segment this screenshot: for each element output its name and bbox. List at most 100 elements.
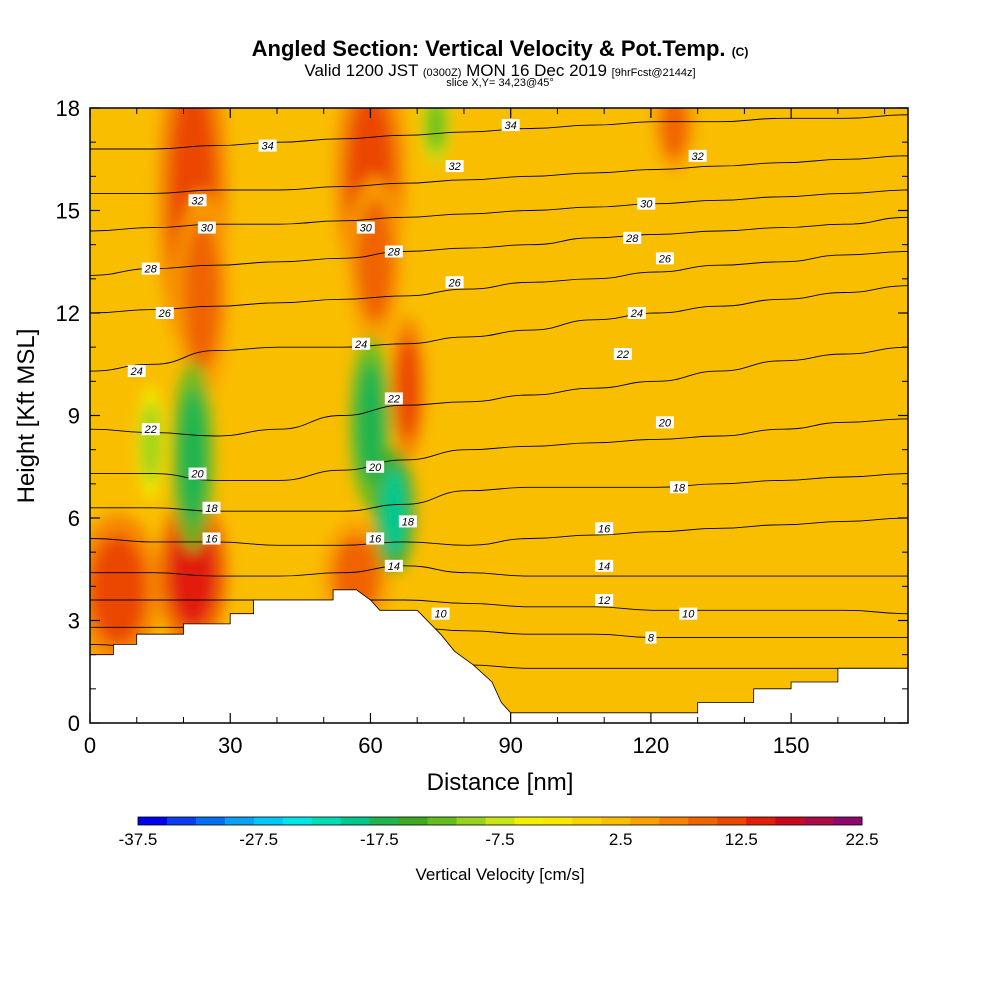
theta-label-bg <box>645 631 657 644</box>
y-axis-title: Height [Kft MSL] <box>13 329 40 504</box>
chart-title-text: Angled Section: Vertical Velocity & Pot.… <box>251 36 726 61</box>
colorbar-swatch <box>630 817 660 825</box>
theta-label: 32 <box>191 195 203 207</box>
y-tick-label: 3 <box>68 609 80 634</box>
theta-label-bg <box>595 522 614 535</box>
y-tick-label: 12 <box>56 301 80 326</box>
colorbar-swatch <box>717 817 747 825</box>
theta-label-bg <box>366 460 385 473</box>
y-tick-label: 15 <box>56 199 80 224</box>
theta-label: 26 <box>158 308 172 320</box>
theta-line-28 <box>90 216 908 276</box>
theta-label: 18 <box>402 516 415 528</box>
colorbar-tick-label: -37.5 <box>119 830 158 849</box>
theta-label: 22 <box>387 393 400 405</box>
colorbar-swatch <box>688 817 718 825</box>
chart-title: Angled Section: Vertical Velocity & Pot.… <box>0 36 1000 62</box>
theta-label-bg <box>595 559 614 572</box>
colorbar-swatch <box>340 817 370 825</box>
axes: 0 30 60 90 120 150 0 3 6 9 12 15 18 <box>56 96 908 758</box>
theta-contour-labels: 34 32 30 28 26 24 22 20 18 16 30 28 24 22 20 18 16 14 10 34… <box>127 119 707 645</box>
theta-label: 10 <box>434 609 447 621</box>
theta-line-22 <box>90 346 908 437</box>
theta-label: 28 <box>144 264 158 276</box>
colorbar-tick-label: 22.5 <box>845 830 878 849</box>
valid-utc: (0300Z) <box>422 67 462 79</box>
colorbar-tick-label: -27.5 <box>239 830 278 849</box>
colorbar-swatch <box>746 817 776 825</box>
theta-label-bg <box>366 532 385 545</box>
theta-label-bg <box>398 515 417 528</box>
theta-label-bg <box>202 532 221 545</box>
colorbar-swatch <box>804 817 834 825</box>
colorbar-swatch <box>311 817 342 825</box>
colorbar-swatch <box>572 817 602 825</box>
theta-label: 16 <box>205 534 218 546</box>
colorbar-swatch <box>456 817 486 825</box>
theta-label-bg <box>623 231 642 244</box>
theta-line-18 <box>90 473 908 512</box>
colorbar-title: Vertical Velocity [cm/s] <box>415 865 584 884</box>
theta-label: 14 <box>598 561 610 573</box>
updraft-core <box>660 108 689 160</box>
colorbar-swatch <box>369 817 399 825</box>
colorbar-tick-label: -17.5 <box>360 830 399 849</box>
theta-label-bg <box>595 594 614 606</box>
theta-line-34 <box>90 114 908 150</box>
theta-label: 14 <box>388 561 400 573</box>
theta-label-bg <box>501 119 520 132</box>
theta-label-bg <box>637 197 656 210</box>
theta-label-bg <box>445 160 464 173</box>
theta-label-bg <box>258 139 277 152</box>
theta-label: 20 <box>190 469 204 481</box>
colorbar: -37.5 -27.5 -17.5 -7.5 2.5 12.5 22.5 <box>119 816 879 849</box>
theta-label-bg <box>127 365 146 378</box>
theta-label: 8 <box>648 633 655 645</box>
theta-label-bg <box>197 221 216 234</box>
y-tick-label: 18 <box>56 96 80 121</box>
theta-label-bg <box>431 607 450 620</box>
theta-label-bg <box>384 245 403 258</box>
colorbar-swatch <box>833 817 863 825</box>
theta-line-24 <box>90 285 908 372</box>
downdraft-core <box>178 388 207 525</box>
colorbar-swatch <box>224 817 255 825</box>
colorbar-swatch <box>195 817 226 825</box>
terrain <box>90 589 908 723</box>
theta-line-14 <box>90 565 908 577</box>
y-tick-label: 6 <box>68 506 80 531</box>
colorbar-frame <box>137 816 863 826</box>
slice-info: slice X,Y= 34,23@45° <box>446 77 554 89</box>
theta-label-bg <box>655 252 674 265</box>
updraft-core <box>183 220 221 372</box>
theta-label: 24 <box>630 308 643 320</box>
theta-line-16 <box>90 517 908 546</box>
theta-label: 22 <box>144 424 157 436</box>
theta-label-bg <box>384 392 403 405</box>
theta-line-32 <box>90 155 908 194</box>
colorbar-swatch <box>398 817 428 825</box>
theta-line-26 <box>90 251 908 314</box>
theta-label-bg <box>188 467 207 480</box>
downdraft-core <box>141 401 161 484</box>
valid-date: MON 16 Dec 2019 <box>466 61 607 80</box>
x-tick-label: 90 <box>498 733 522 758</box>
valid-time: Valid 1200 JST <box>304 61 419 80</box>
y-tick-label: 0 <box>68 711 80 736</box>
x-axis-title: Distance [nm] <box>427 769 574 796</box>
terrain-mask <box>90 589 908 723</box>
x-tick-label: 150 <box>773 733 810 758</box>
theta-label-bg <box>141 423 160 436</box>
x-tick-label: 30 <box>218 733 242 758</box>
colorbar-swatch <box>282 817 313 825</box>
colorbar-swatch <box>253 817 284 825</box>
theta-label: 12 <box>598 595 610 607</box>
theta-label: 32 <box>448 161 460 173</box>
theta-label: 18 <box>205 503 218 515</box>
theta-label-bg <box>141 262 160 275</box>
updraft-core <box>90 535 147 645</box>
theta-label-bg <box>188 194 207 207</box>
downdraft-core <box>379 466 408 556</box>
theta-label-bg <box>356 221 375 234</box>
